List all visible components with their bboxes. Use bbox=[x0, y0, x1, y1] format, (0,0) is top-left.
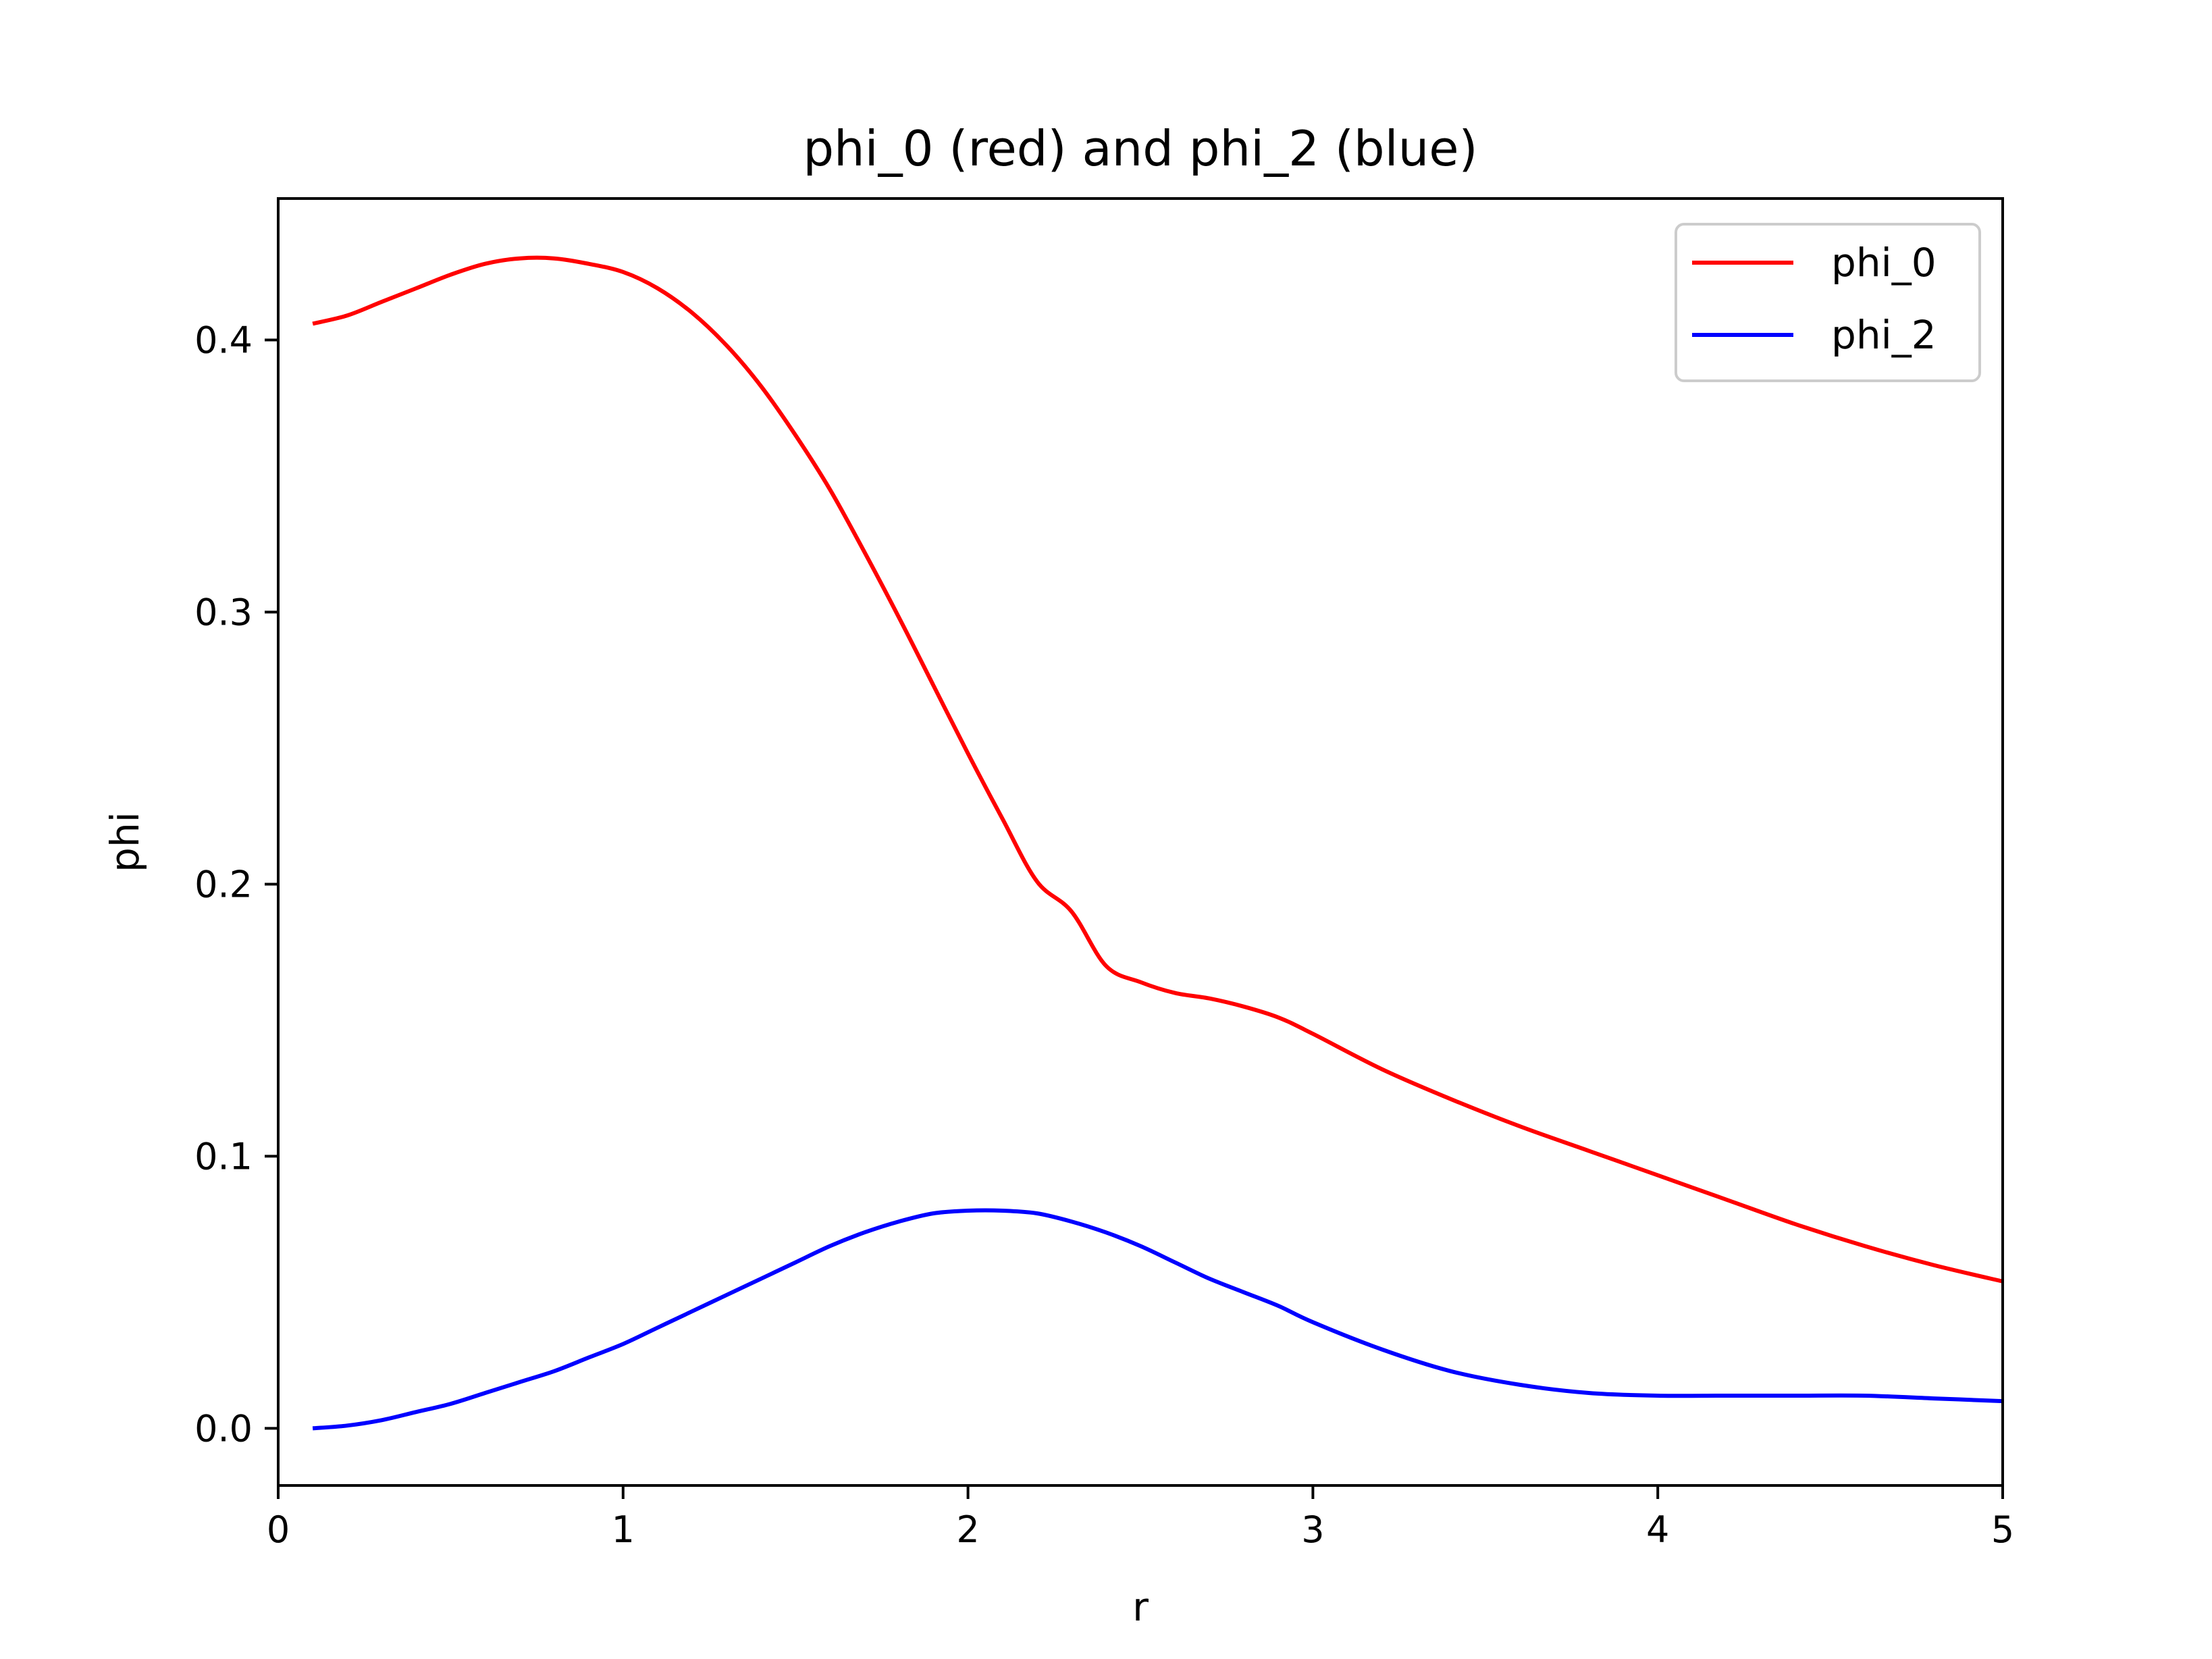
x-axis: 0 1 2 3 4 5 bbox=[267, 1485, 2014, 1551]
x-tick-label: 4 bbox=[1646, 1508, 1669, 1551]
x-tick-label: 2 bbox=[956, 1508, 979, 1551]
y-tick-label: 0.4 bbox=[194, 319, 253, 362]
chart-title: phi_0 (red) and phi_2 (blue) bbox=[803, 120, 1477, 177]
legend-label-phi-2: phi_2 bbox=[1831, 312, 1937, 358]
y-tick-label: 0.2 bbox=[194, 863, 253, 905]
x-tick-label: 1 bbox=[612, 1508, 635, 1551]
legend-label-phi-0: phi_0 bbox=[1831, 240, 1937, 286]
y-axis-label: phi bbox=[102, 812, 148, 872]
y-axis: 0.0 0.1 0.2 0.3 0.4 bbox=[194, 319, 278, 1450]
axes-frame bbox=[277, 197, 2004, 1487]
plot-area bbox=[312, 255, 2003, 1431]
series-line-phi-2 bbox=[312, 1208, 2003, 1431]
y-tick-label: 0.3 bbox=[194, 591, 253, 633]
y-tick-label: 0.1 bbox=[194, 1135, 253, 1178]
x-tick-label: 3 bbox=[1301, 1508, 1324, 1551]
x-tick-label: 0 bbox=[267, 1508, 290, 1551]
x-axis-label: r bbox=[1132, 1584, 1149, 1630]
legend: phi_0 phi_2 bbox=[1675, 223, 1981, 382]
series-line-phi-0 bbox=[312, 255, 2003, 1284]
y-tick-label: 0.0 bbox=[194, 1407, 253, 1450]
x-tick-label: 5 bbox=[1991, 1508, 2014, 1551]
